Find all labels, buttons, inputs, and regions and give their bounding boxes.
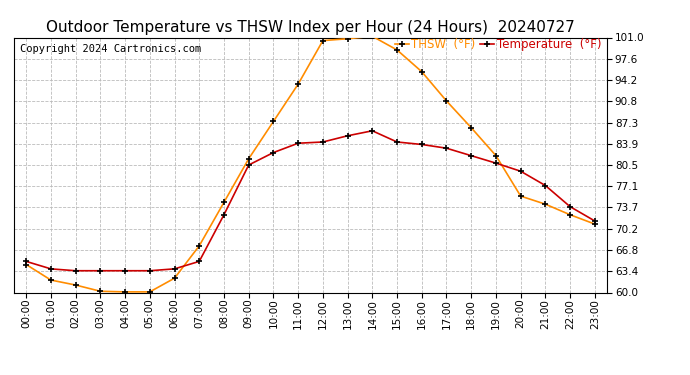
Temperature  (°F): [492, 161, 500, 165]
THSW  (°F): [566, 213, 574, 217]
THSW  (°F): [244, 156, 253, 161]
Temperature  (°F): [47, 267, 55, 271]
THSW  (°F): [170, 276, 179, 280]
THSW  (°F): [467, 125, 475, 130]
THSW  (°F): [96, 289, 104, 294]
Temperature  (°F): [195, 259, 204, 264]
Temperature  (°F): [417, 142, 426, 147]
Temperature  (°F): [517, 169, 525, 174]
Temperature  (°F): [368, 129, 377, 133]
THSW  (°F): [393, 48, 401, 52]
Text: Copyright 2024 Cartronics.com: Copyright 2024 Cartronics.com: [20, 44, 201, 54]
Legend: THSW  (°F), Temperature  (°F): THSW (°F), Temperature (°F): [395, 38, 601, 51]
THSW  (°F): [22, 262, 30, 267]
THSW  (°F): [442, 99, 451, 103]
Temperature  (°F): [566, 204, 574, 209]
Temperature  (°F): [96, 268, 104, 273]
Temperature  (°F): [591, 219, 599, 223]
THSW  (°F): [269, 119, 277, 124]
THSW  (°F): [294, 82, 302, 86]
THSW  (°F): [146, 290, 154, 294]
THSW  (°F): [220, 200, 228, 205]
Temperature  (°F): [146, 268, 154, 273]
Temperature  (°F): [269, 150, 277, 155]
THSW  (°F): [368, 34, 377, 39]
Temperature  (°F): [220, 213, 228, 217]
Temperature  (°F): [170, 267, 179, 271]
THSW  (°F): [72, 283, 80, 287]
Temperature  (°F): [467, 153, 475, 158]
THSW  (°F): [195, 244, 204, 248]
THSW  (°F): [517, 194, 525, 198]
THSW  (°F): [47, 278, 55, 282]
Temperature  (°F): [22, 259, 30, 264]
Line: THSW  (°F): THSW (°F): [23, 33, 598, 296]
Temperature  (°F): [72, 268, 80, 273]
Line: Temperature  (°F): Temperature (°F): [23, 128, 598, 274]
THSW  (°F): [591, 222, 599, 226]
THSW  (°F): [417, 69, 426, 74]
THSW  (°F): [344, 36, 352, 41]
Temperature  (°F): [344, 134, 352, 138]
Temperature  (°F): [393, 140, 401, 144]
Temperature  (°F): [121, 268, 129, 273]
Temperature  (°F): [541, 183, 549, 188]
Title: Outdoor Temperature vs THSW Index per Hour (24 Hours)  20240727: Outdoor Temperature vs THSW Index per Ho…: [46, 20, 575, 35]
THSW  (°F): [121, 290, 129, 294]
Temperature  (°F): [294, 141, 302, 146]
THSW  (°F): [492, 153, 500, 158]
THSW  (°F): [541, 202, 549, 206]
Temperature  (°F): [442, 146, 451, 150]
Temperature  (°F): [319, 140, 327, 144]
Temperature  (°F): [244, 163, 253, 167]
THSW  (°F): [319, 38, 327, 43]
